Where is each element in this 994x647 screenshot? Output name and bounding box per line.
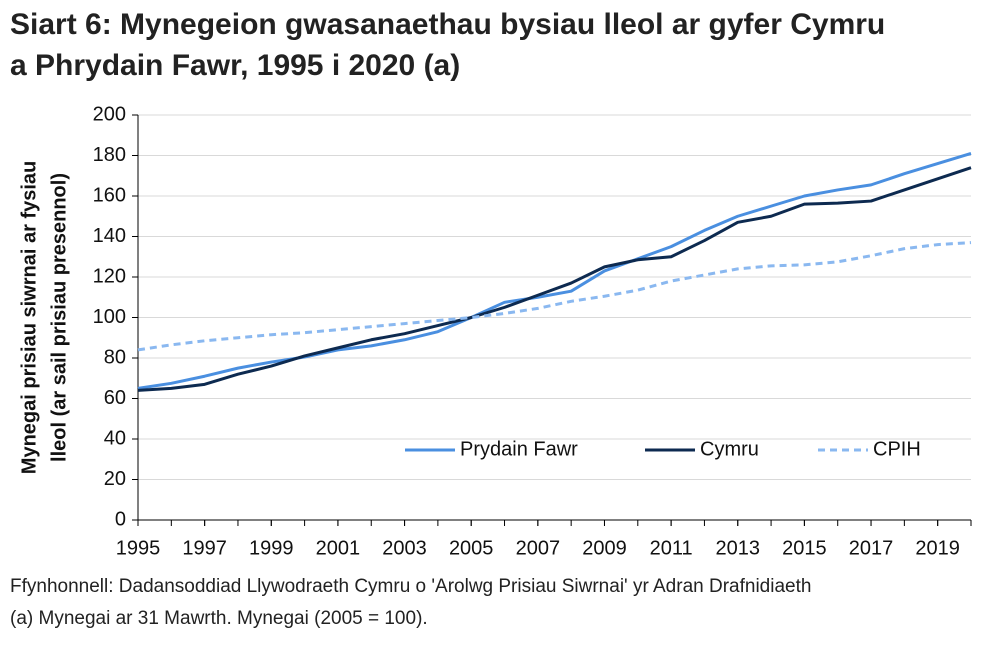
y-tick-label: 60 <box>104 387 126 409</box>
y-tick-label: 120 <box>93 265 126 287</box>
source: Ffynhonnell: Dadansoddiad Llywodraeth Cy… <box>10 576 812 597</box>
chart-title: Siart 6: Mynegeion gwasanaethau bysiau l… <box>10 8 886 82</box>
x-tick-label: 1999 <box>249 537 294 559</box>
x-tick-label: 2003 <box>382 537 427 559</box>
legend-label: Cymru <box>700 438 759 460</box>
x-tick-label: 2011 <box>650 537 693 559</box>
note: (a) Mynegai ar 31 Mawrth. Mynegai (2005 … <box>10 608 428 629</box>
y-tick-label: 200 <box>93 103 126 125</box>
y-tick-label: 100 <box>93 306 126 328</box>
x-tick-label: 2009 <box>582 537 627 559</box>
y-tick-label: 40 <box>104 427 126 449</box>
x-tick-label: 2015 <box>782 537 827 559</box>
x-tick-label: 2005 <box>449 537 494 559</box>
y-tick-label: 20 <box>104 468 126 490</box>
x-tick-label: 1995 <box>116 537 161 559</box>
y-tick-label: 80 <box>104 346 126 368</box>
x-tick-label: 2007 <box>516 537 561 559</box>
y-tick-label: 140 <box>93 225 126 247</box>
y-tick-label: 0 <box>115 508 126 530</box>
series-line <box>137 152 972 390</box>
y-tick-label: 160 <box>93 184 126 206</box>
x-tick-label: 2019 <box>915 537 960 559</box>
legend-label: CPIH <box>873 438 921 460</box>
series-line <box>137 166 972 392</box>
x-tick-label: 2001 <box>316 537 361 559</box>
series-line <box>137 241 972 352</box>
y-axis-label: Mynegai prisiau siwrnai ar fysiau <box>18 161 40 474</box>
y-tick-label: 180 <box>93 144 126 166</box>
x-tick-label: 2013 <box>716 537 761 559</box>
x-tick-label: 1997 <box>182 537 227 559</box>
y-axis-label: lleol (ar sail prisiau presennol) <box>48 173 70 462</box>
x-tick-label: 2017 <box>849 537 894 559</box>
legend-label: Prydain Fawr <box>460 438 578 460</box>
